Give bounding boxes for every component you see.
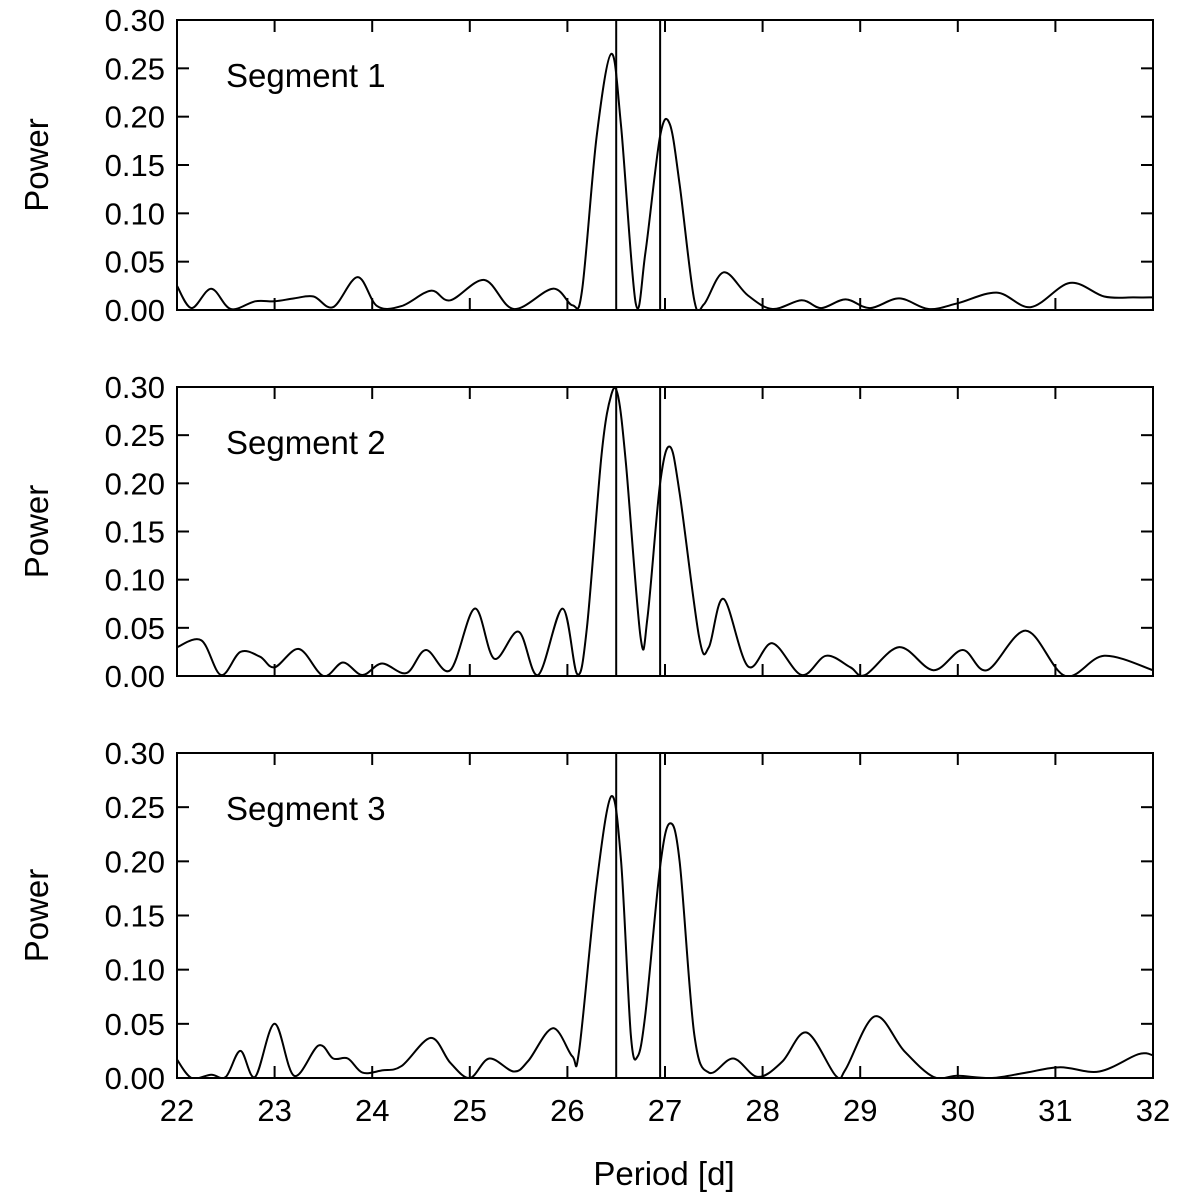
y-tick-label: 0.15: [105, 148, 165, 183]
panel-label: Segment 2: [226, 424, 386, 461]
panel-label: Segment 3: [226, 790, 386, 827]
x-tick-label: 30: [941, 1093, 975, 1128]
y-tick-label: 0.05: [105, 611, 165, 646]
x-tick-label: 28: [745, 1093, 779, 1128]
x-tick-label: 29: [843, 1093, 877, 1128]
y-tick-label: 0.05: [105, 245, 165, 280]
y-tick-label: 0.20: [105, 844, 165, 879]
y-tick-label: 0.20: [105, 466, 165, 501]
x-tick-label: 31: [1038, 1093, 1072, 1128]
y-tick-label: 0.25: [105, 418, 165, 453]
x-tick-label: 27: [648, 1093, 682, 1128]
y-tick-label: 0.10: [105, 196, 165, 231]
y-tick-label: 0.10: [105, 563, 165, 598]
panel-label: Segment 1: [226, 57, 386, 94]
y-axis-title: Power: [18, 118, 55, 212]
y-tick-label: 0.10: [105, 953, 165, 988]
y-tick-label: 0.00: [105, 293, 165, 328]
y-tick-label: 0.05: [105, 1007, 165, 1042]
y-tick-label: 0.00: [105, 1061, 165, 1096]
x-tick-label: 24: [355, 1093, 389, 1128]
panel-3: 0.00 0.05 0.10 0.15 0.20 0.25 0.30 22 23 24 25 26 27…: [18, 736, 1170, 1128]
x-tick-label: 32: [1136, 1093, 1170, 1128]
power-curve: [177, 795, 1153, 1078]
x-tick-label: 26: [550, 1093, 584, 1128]
panels-group: 0.00 0.05 0.10 0.15 0.20 0.25 0.30 Segment 1 Pow…: [18, 3, 1170, 1128]
y-tick-label: 0.25: [105, 51, 165, 86]
power-curve: [177, 387, 1153, 676]
y-tick-label: 0.15: [105, 515, 165, 550]
y-tick-label: 0.00: [105, 659, 165, 694]
x-tick-label: 25: [453, 1093, 487, 1128]
x-tick-label: 23: [257, 1093, 291, 1128]
y-tick-label: 0.30: [105, 736, 165, 771]
x-axis-title: Period [d]: [593, 1155, 734, 1192]
panel-2: 0.00 0.05 0.10 0.15 0.20 0.25 0.30 Segment 2 Pow…: [18, 370, 1154, 694]
y-axis-title: Power: [18, 869, 55, 963]
y-tick-label: 0.25: [105, 790, 165, 825]
y-tick-label: 0.15: [105, 899, 165, 934]
y-axis-title: Power: [18, 485, 55, 579]
y-tick-label: 0.30: [105, 370, 165, 405]
y-tick-label: 0.30: [105, 3, 165, 38]
y-tick-label: 0.20: [105, 100, 165, 135]
x-tick-label: 22: [160, 1093, 194, 1128]
panel-1: 0.00 0.05 0.10 0.15 0.20 0.25 0.30 Segment 1 Pow…: [18, 3, 1154, 328]
power-curve: [177, 52, 1153, 310]
